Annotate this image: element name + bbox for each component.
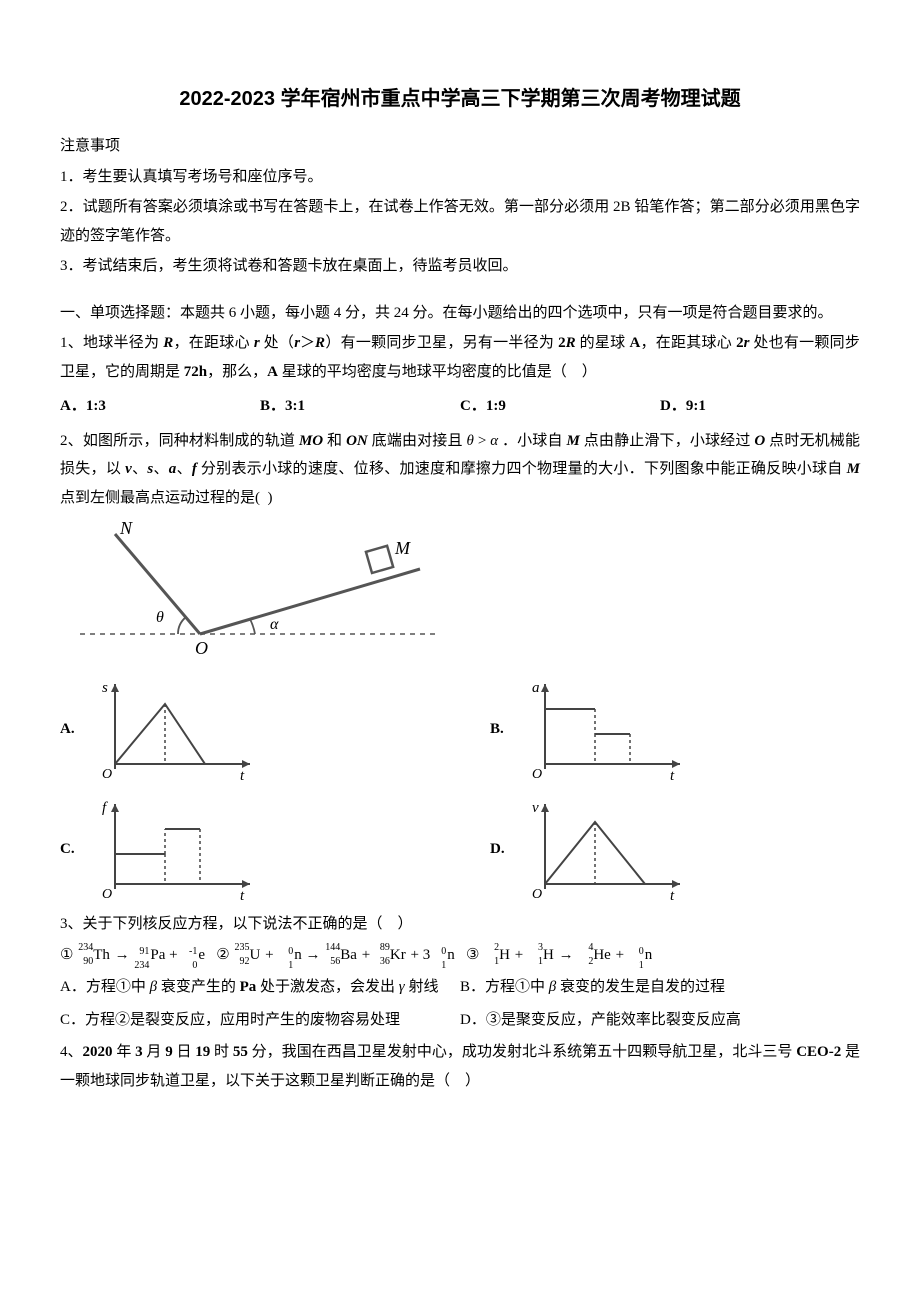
svg-text:v: v [532, 800, 539, 816]
label-o: O [195, 638, 208, 658]
svg-text:O: O [532, 887, 542, 902]
svg-text:O: O [102, 767, 112, 782]
section-1-intro: 一、单项选择题：本题共 6 小题，每小题 4 分，共 24 分。在每小题给出的四… [60, 299, 860, 328]
q3-equations: ① 23490Th → 23491Pa + 0-1e ② 23592U + 10… [60, 941, 860, 970]
q1-stem: 1、地球半径为 R，在距球心 r 处（r＞R）有一颗同步卫星，另有一半径为 2R… [60, 329, 860, 386]
page-title: 2022-2023 学年宿州市重点中学高三下学期第三次周考物理试题 [60, 80, 860, 118]
svg-text:t: t [240, 768, 245, 784]
q2-row-cd: C. f t O D. [60, 794, 860, 904]
notice-3: 3．考试结束后，考生须将试卷和答题卡放在桌面上，待监考员收回。 [60, 252, 860, 281]
q2-graph-b: a t O [520, 674, 860, 784]
q4-stem: 4、2020 年 3 月 9 日 19 时 55 分，我国在西昌卫星发射中心，成… [60, 1038, 860, 1095]
incline-diagram: N M O θ α [60, 514, 460, 664]
q2-graph-c: f t O [90, 794, 430, 904]
label-alpha: α [270, 616, 279, 633]
q1-opt-a: A．1:3 [60, 392, 260, 421]
q1-opt-b: B．3:1 [260, 392, 460, 421]
notice-2: 2．试题所有答案必须填涂或书写在答题卡上，在试卷上作答无效。第一部分必须用 2B… [60, 193, 860, 250]
label-n: N [119, 518, 133, 538]
q2-label-a: A. [60, 715, 90, 744]
q2-row-ab: A. s t O B. [60, 674, 860, 784]
q3-eq2-label: ② [216, 947, 229, 963]
q2-graph-a: s t O [90, 674, 430, 784]
svg-text:t: t [670, 768, 675, 784]
q2-main-figure: N M O θ α [60, 514, 860, 664]
notice-1: 1．考生要认真填写考场号和座位序号。 [60, 163, 860, 192]
q3-opt-b: B．方程①中 β 衰变的发生是自发的过程 [460, 971, 860, 1004]
q2-graph-d: v t O [520, 794, 860, 904]
q2-label-c: C. [60, 835, 90, 864]
q1-opt-d: D．9:1 [660, 392, 860, 421]
q3-options: A．方程①中 β 衰变产生的 Pa 处于激发态，会发出 γ 射线 B．方程①中 … [60, 971, 860, 1036]
q3-opt-d: D．③是聚变反应，产能效率比裂变反应高 [460, 1004, 860, 1037]
q1-opt-c: C．1:9 [460, 392, 660, 421]
q3-opt-c: C．方程②是裂变反应，应用时产生的废物容易处理 [60, 1004, 460, 1037]
exam-page: 2022-2023 学年宿州市重点中学高三下学期第三次周考物理试题 注意事项 1… [0, 0, 920, 1137]
label-m: M [394, 538, 411, 558]
q2-label-b: B. [490, 715, 520, 744]
svg-text:s: s [102, 680, 108, 696]
svg-text:f: f [102, 800, 108, 816]
label-theta: θ [156, 609, 164, 626]
q3-eq1-label: ① [60, 947, 73, 963]
svg-text:t: t [240, 888, 245, 904]
q3-opt-a: A．方程①中 β 衰变产生的 Pa 处于激发态，会发出 γ 射线 [60, 971, 460, 1004]
q2-label-d: D. [490, 835, 520, 864]
q3-eq3-label: ③ [466, 947, 479, 963]
svg-text:O: O [532, 767, 542, 782]
notice-heading: 注意事项 [60, 132, 860, 161]
svg-text:a: a [532, 680, 540, 696]
q1-options: A．1:3 B．3:1 C．1:9 D．9:1 [60, 392, 860, 421]
q3-stem: 3、关于下列核反应方程，以下说法不正确的是（ ） [60, 910, 860, 939]
q2-stem: 2、如图所示，同种材料制成的轨道 MO 和 ON 底端由对接且 θ > α ．小… [60, 427, 860, 513]
svg-text:t: t [670, 888, 675, 904]
svg-text:O: O [102, 887, 112, 902]
